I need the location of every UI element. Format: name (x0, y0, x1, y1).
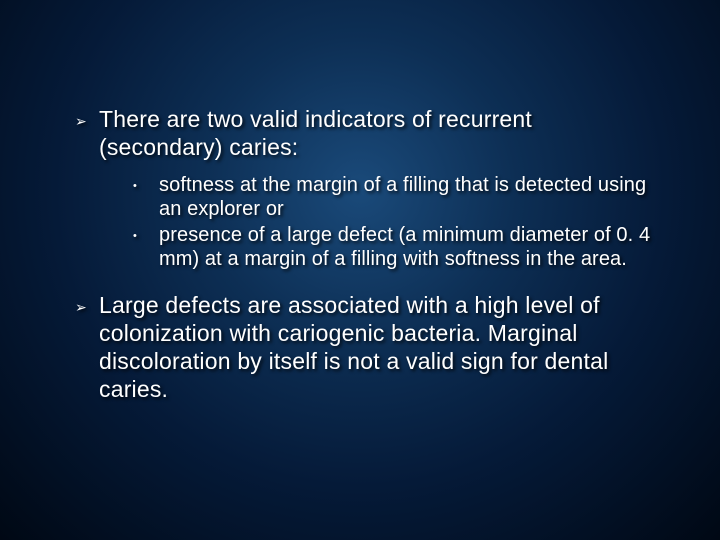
sub-bullet-text: softness at the margin of a filling that… (159, 173, 660, 221)
arrow-bullet-icon: ➢ (75, 291, 99, 403)
arrow-bullet-icon: ➢ (75, 105, 99, 161)
dot-bullet-icon: • (133, 173, 159, 221)
dot-bullet-icon: • (133, 223, 159, 271)
main-bullet-item: ➢ There are two valid indicators of recu… (75, 105, 660, 161)
sub-bullet-item: • presence of a large defect (a minimum … (133, 223, 660, 271)
main-bullet-text: There are two valid indicators of recurr… (99, 105, 660, 161)
sub-bullet-text: presence of a large defect (a minimum di… (159, 223, 660, 271)
main-bullet-text: Large defects are associated with a high… (99, 291, 660, 403)
main-bullet-item: ➢ Large defects are associated with a hi… (75, 291, 660, 403)
slide-content: ➢ There are two valid indicators of recu… (0, 0, 720, 403)
sub-bullet-item: • softness at the margin of a filling th… (133, 173, 660, 221)
sub-bullet-list: • softness at the margin of a filling th… (133, 173, 660, 271)
